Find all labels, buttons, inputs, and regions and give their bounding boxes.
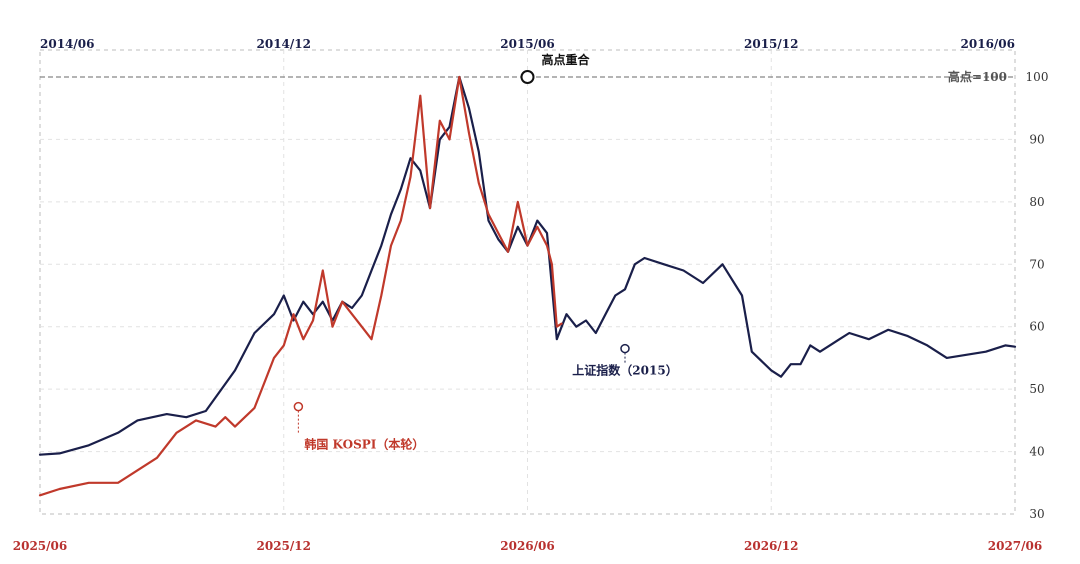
peak-label: 高点重合 xyxy=(542,52,591,67)
chart-series xyxy=(38,75,1017,497)
top-tick-label: 2014/12 xyxy=(257,37,311,51)
bottom-tick-label: 2025/12 xyxy=(257,539,311,553)
y-tick-label: 100 xyxy=(1026,70,1049,84)
bottom-tick-label: 2026/12 xyxy=(744,539,798,553)
chart-axes: 30 40 50 60 70 80 90 100 2014/06 2014/12 2015/06 20… xyxy=(13,37,1049,553)
top-tick-label: 2014/06 xyxy=(40,37,94,51)
y-tick-label: 70 xyxy=(1029,257,1044,271)
chart-grid xyxy=(39,49,1016,515)
top-tick-label: 2015/12 xyxy=(744,37,798,51)
peak-marker xyxy=(520,70,535,84)
y-tick-label: 80 xyxy=(1029,195,1044,209)
reference-line-label: 高点=100 xyxy=(948,69,1007,84)
bottom-tick-label: 2026/06 xyxy=(500,539,554,553)
kospi-label: 韩国 KOSPI（本轮） xyxy=(304,437,424,452)
top-tick-label: 2015/06 xyxy=(500,37,554,51)
sse-label: 上证指数（2015） xyxy=(572,363,677,378)
y-tick-label: 40 xyxy=(1029,445,1044,459)
y-tick-label: 50 xyxy=(1029,382,1044,396)
y-tick-label: 60 xyxy=(1029,320,1044,334)
kospi-series-line xyxy=(38,75,563,497)
y-tick-label: 30 xyxy=(1029,507,1044,521)
y-tick-label: 90 xyxy=(1029,132,1044,146)
sse-marker xyxy=(620,343,630,354)
bottom-tick-label: 2025/06 xyxy=(13,539,67,553)
top-tick-label: 2016/06 xyxy=(961,37,1015,51)
kospi-marker xyxy=(293,401,304,412)
bottom-tick-label: 2027/06 xyxy=(988,539,1042,553)
